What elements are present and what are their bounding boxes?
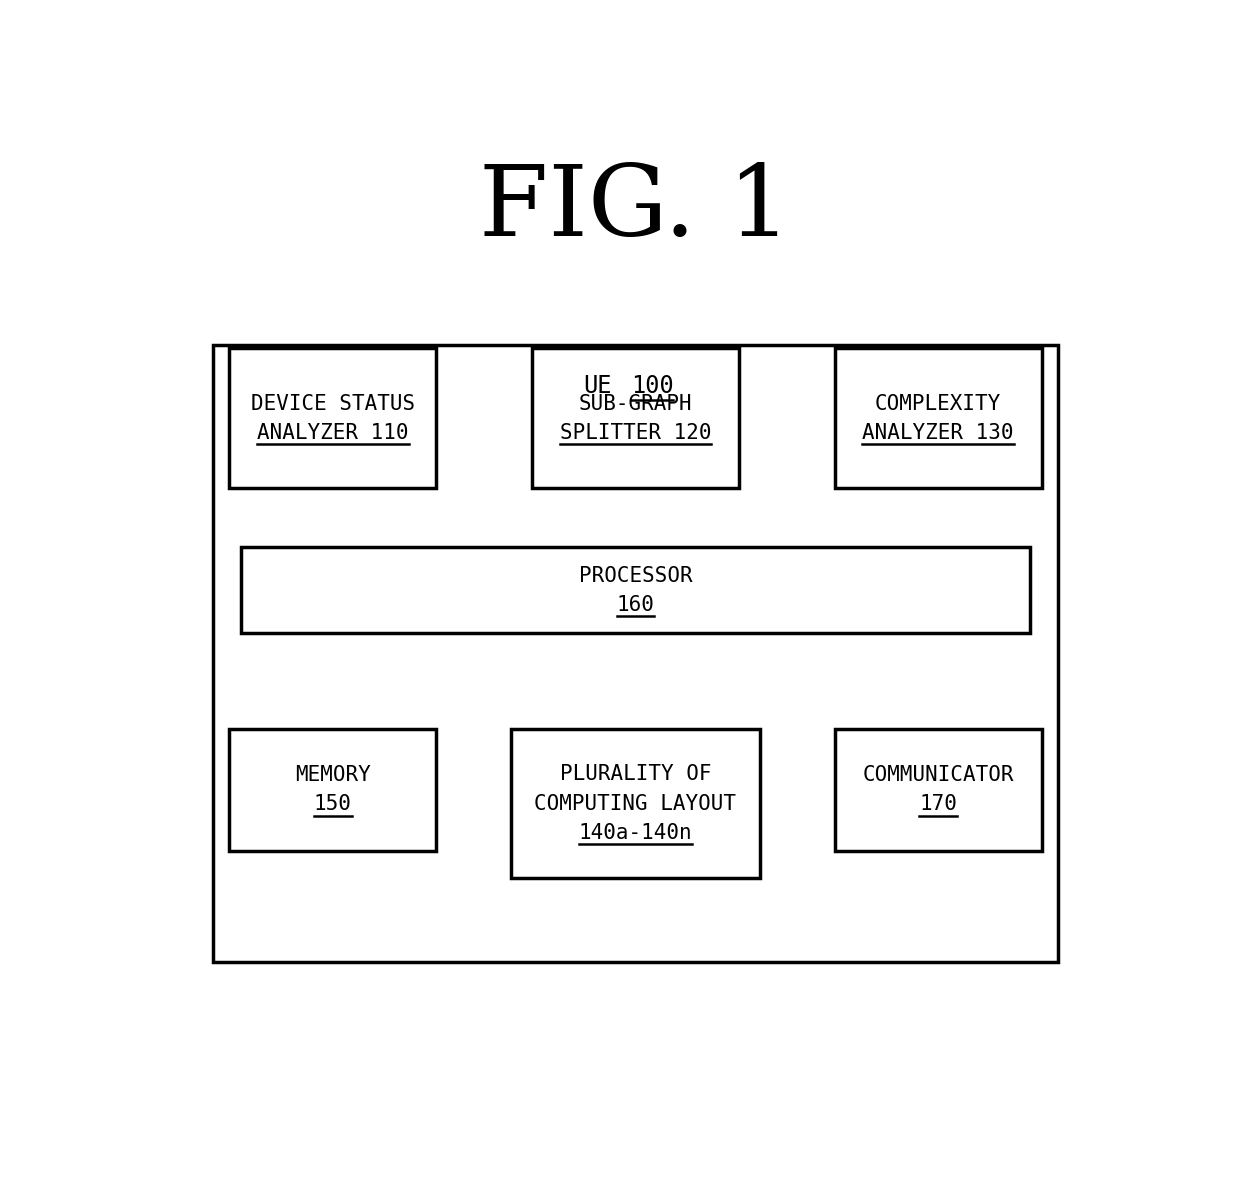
Text: UE: UE (583, 375, 611, 398)
Text: PROCESSOR: PROCESSOR (579, 565, 692, 585)
Text: DEVICE STATUS: DEVICE STATUS (250, 393, 415, 413)
Text: COMPLEXITY: COMPLEXITY (875, 393, 1002, 413)
Bar (532, 348, 739, 489)
Text: 140a-140n: 140a-140n (579, 822, 692, 842)
Text: MEMORY: MEMORY (295, 766, 371, 786)
Bar (835, 729, 1042, 852)
Text: 170: 170 (919, 794, 957, 814)
Text: 150: 150 (314, 794, 352, 814)
Text: SPLITTER 120: SPLITTER 120 (559, 423, 712, 443)
Bar (229, 729, 436, 852)
Text: COMMUNICATOR: COMMUNICATOR (863, 766, 1014, 786)
Bar (242, 548, 1029, 634)
Text: 100: 100 (631, 375, 673, 398)
Bar (213, 345, 1058, 962)
Text: SUB-GRAPH: SUB-GRAPH (579, 393, 692, 413)
Text: ANALYZER 130: ANALYZER 130 (863, 423, 1014, 443)
Bar (229, 348, 436, 489)
Text: COMPUTING LAYOUT: COMPUTING LAYOUT (534, 794, 737, 814)
Text: ANALYZER 110: ANALYZER 110 (257, 423, 408, 443)
Text: FIG. 1: FIG. 1 (480, 161, 791, 257)
Bar (835, 348, 1042, 489)
Text: 160: 160 (616, 595, 655, 615)
Text: PLURALITY OF: PLURALITY OF (559, 765, 712, 785)
Bar (511, 729, 760, 879)
